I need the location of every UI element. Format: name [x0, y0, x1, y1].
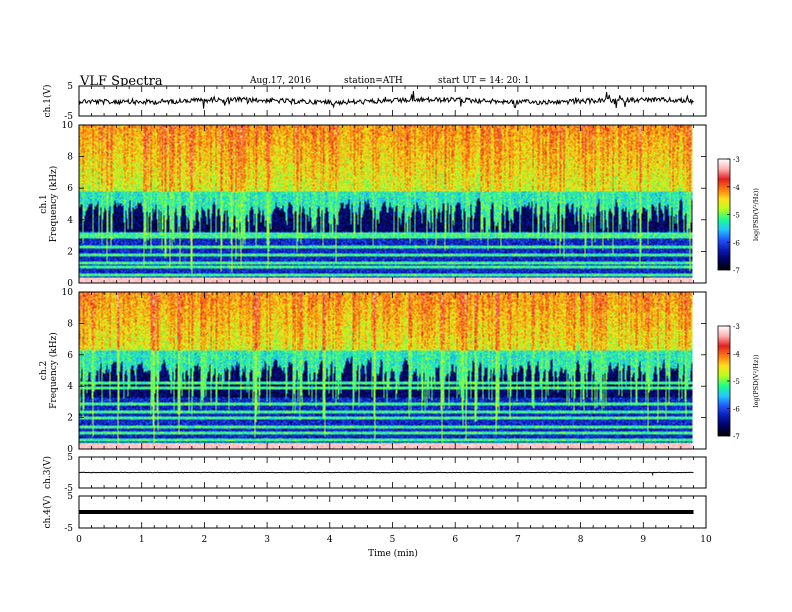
colorbar-label: log(PSD(V²/Hz)) [752, 354, 760, 407]
x-tick-label: 7 [515, 535, 521, 545]
colorbar-tick-label: -5 [733, 378, 740, 386]
y-axis-title: ch.3(V) [42, 456, 53, 489]
y-tick-label: 4 [67, 216, 73, 226]
y-tick-label: 2 [67, 247, 73, 257]
panel-spectrogram-ch2: 0 2 4 6 8 10 ch.2 Frequency (kHz) [39, 288, 707, 455]
colorbar-tick-label: -7 [733, 267, 740, 275]
colorbars-layer: -3 -4 -5 -6 -7 log(PSD(V²/Hz)) -3 -4 -5 -6 -7 log(P… [717, 156, 760, 441]
panel-ch3v: 5 -5 ch.3(V) [42, 453, 707, 494]
x-tick-label: 9 [640, 535, 646, 545]
colorbar-tick-label: -5 [733, 212, 740, 220]
spectrogram-image [79, 292, 693, 449]
y-tick-label: 2 [67, 414, 73, 424]
y-tick-label: 0 [67, 445, 73, 455]
figure-title: VLF Spectra [80, 74, 163, 89]
y-tick-label: 6 [67, 351, 73, 361]
start-time-label: start UT = 14: 20: 1 [438, 76, 530, 86]
y-tick-label: 5 [67, 453, 73, 463]
colorbar-tick-label: -4 [733, 184, 740, 192]
date-label: Aug.17, 2016 [250, 76, 311, 86]
colorbar-ch1: -3 -4 -5 -6 -7 log(PSD(V²/Hz)) [717, 156, 760, 275]
colorbar-tick-label: -7 [733, 433, 740, 441]
y-axis-title: ch.1 [39, 194, 49, 213]
x-tick-label: 1 [139, 535, 145, 545]
waveform-line [78, 91, 694, 109]
x-tick-label: 2 [202, 535, 208, 545]
x-tick-label: 4 [327, 535, 333, 545]
x-tick-label: 6 [452, 535, 458, 545]
y-tick-label: 10 [62, 121, 74, 131]
y-tick-label: 6 [67, 184, 73, 194]
y-axis-title: ch.1(V) [42, 85, 53, 118]
colorbar-ch2: -3 -4 -5 -6 -7 log(PSD(V²/Hz)) [717, 323, 760, 441]
y-tick-label: 8 [67, 153, 73, 163]
y-tick-label: 0 [67, 279, 73, 289]
y-axis-title: Frequency (kHz) [48, 332, 59, 409]
y-axis-title: ch.2 [39, 361, 49, 380]
y-tick-label: -5 [64, 112, 73, 122]
x-tick-label: 5 [390, 535, 396, 545]
colorbar-tick-label: -3 [733, 323, 740, 331]
colorbar-tick-label: -4 [733, 351, 740, 359]
y-tick-label: -5 [64, 484, 73, 494]
y-tick-label: -5 [64, 524, 73, 534]
panel-ch1v: 5 -5 ch.1(V) [42, 82, 707, 122]
x-tick-label: 0 [76, 535, 82, 545]
y-tick-label: 5 [67, 82, 73, 92]
x-tick-label: 3 [264, 535, 270, 545]
colorbar-tick-label: -3 [733, 156, 740, 164]
y-axis-title: Frequency (kHz) [48, 166, 59, 243]
x-tick-label: 8 [578, 535, 584, 545]
colorbar-tick-label: -6 [733, 406, 740, 414]
colorbar-label: log(PSD(V²/Hz)) [752, 188, 760, 241]
y-axis-title: ch.4(V) [42, 496, 53, 529]
colorbar-tick-label: -6 [733, 239, 740, 247]
y-tick-label: 10 [62, 288, 74, 298]
x-tick-label: 10 [700, 535, 712, 545]
station-label: station=ATH [344, 76, 403, 86]
y-tick-label: 4 [67, 382, 73, 392]
panel-ch4v: 5 -50 1 2 3 4 5 6 7 8 9 10 ch.4(V) [42, 492, 712, 545]
spectrogram-image [79, 125, 693, 283]
x-axis-title: Time (min) [368, 548, 418, 559]
panel-spectrogram-ch1: 0 2 4 6 8 10 ch.1 Frequency (kHz) [39, 121, 707, 289]
y-tick-label: 5 [67, 492, 73, 502]
y-tick-label: 8 [67, 319, 73, 329]
